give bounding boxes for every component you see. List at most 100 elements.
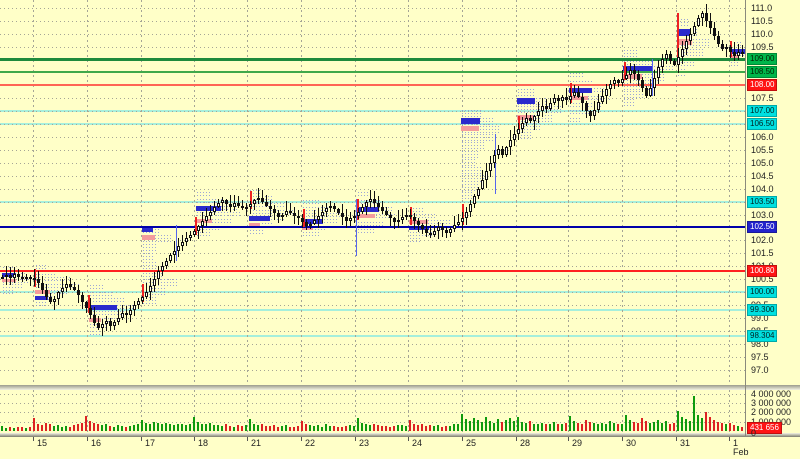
candle [417,221,420,225]
volume-bar [697,415,699,431]
candle-wick [282,213,283,222]
profile-cluster-row [35,301,48,308]
grid-line-vertical [194,390,195,433]
candle [221,200,224,203]
profile-cluster-row [89,290,114,297]
volume-bar [49,424,51,431]
volume-bar [429,425,431,431]
price-level-box: 100.80 [747,265,778,278]
profile-cluster-row [196,224,219,232]
volume-bar [569,416,571,431]
candle [641,80,644,88]
candle [109,320,112,326]
profile-cluster-row [302,199,319,206]
grid-line-horizontal [0,305,745,306]
candle [213,206,216,212]
volume-bar [717,422,719,431]
candle [373,199,376,203]
candle [505,147,508,156]
profile-cluster-row [35,282,79,289]
candle [165,261,168,267]
candle [317,215,320,220]
volume-bar [57,425,59,431]
candle-wick [62,278,63,298]
volume-bar [465,419,467,431]
candle [649,87,652,96]
profile-cluster-row [89,297,126,304]
candle-wick [226,198,227,211]
volume-bar [85,416,87,431]
candle [633,69,636,74]
volume-bar [509,418,511,431]
candle [153,279,156,286]
volume-bar [593,423,595,431]
profile-sell-bar [623,74,642,80]
day-open-marker [250,191,252,210]
volume-bar [685,419,687,431]
candle-wick [222,197,223,211]
candle-wick [442,223,443,237]
candle [401,217,404,220]
day-open-marker [462,204,464,225]
overlay-line-red [0,270,745,272]
candle [105,320,108,325]
price-pane[interactable] [0,0,745,385]
grid-line-vertical [676,390,677,433]
profile-cluster-row [35,288,68,295]
volume-pane[interactable] [0,390,745,433]
price-tick-label: 110.5 [751,15,773,26]
price-tick-label: 105.0 [751,157,774,168]
volume-bar [341,427,343,431]
profile-cluster-row [196,211,242,219]
candle [645,87,648,96]
time-tick-label: 17 [145,438,156,448]
grid-line-vertical [301,390,302,433]
candle [501,148,504,156]
volume-bar [537,424,539,431]
time-tick-label: 31 [680,438,691,448]
price-tick-label: 103.0 [751,209,774,220]
candle [61,288,64,293]
volume-bar [553,422,555,431]
volume-bar [489,421,491,431]
profile-cluster-row [461,133,493,142]
candle [669,54,672,61]
candle [233,202,236,207]
time-axis[interactable]: Feb 15 16 17 18 21 22 23 24 25 28 29 30 31 1 [0,436,800,459]
profile-cluster-row [357,220,385,228]
volume-bar [433,426,435,431]
volume-bar [13,428,15,431]
profile-sell-bar [357,214,375,219]
candle [469,204,472,212]
candle [13,274,16,278]
candle [305,222,308,227]
profile-cluster-row [730,41,743,48]
candle-wick [246,202,247,217]
profile-buy-bar [517,97,535,104]
profile-cluster-row [461,190,473,199]
profile-cluster-row [2,277,32,284]
candle [261,197,264,202]
profile-cluster-row [302,205,331,212]
volume-bar [397,425,399,431]
pane-separator[interactable] [0,385,800,390]
volume-bar [389,427,391,431]
profile-cluster-row [569,72,584,80]
candle-wick [286,201,287,218]
volume-bar [165,423,167,431]
price-axis[interactable]: 111.0 110.5 110.0 109.5 107.5 106.0 105.5 105.0… [745,0,800,438]
volume-bar [333,426,335,431]
candle [513,134,516,140]
price-tick-label: 101.5 [751,248,774,259]
grid-line-horizontal [0,150,745,151]
time-tick-mark [408,437,409,441]
candle [45,289,48,298]
grid-line-horizontal [0,279,745,280]
candle-wick [66,276,67,293]
volume-bar [237,425,239,431]
volume-bar [329,426,331,431]
volume-bar [485,417,487,431]
volume-bar [33,418,35,431]
volume-current-box: 431 656 [747,422,782,434]
candle [169,254,172,262]
